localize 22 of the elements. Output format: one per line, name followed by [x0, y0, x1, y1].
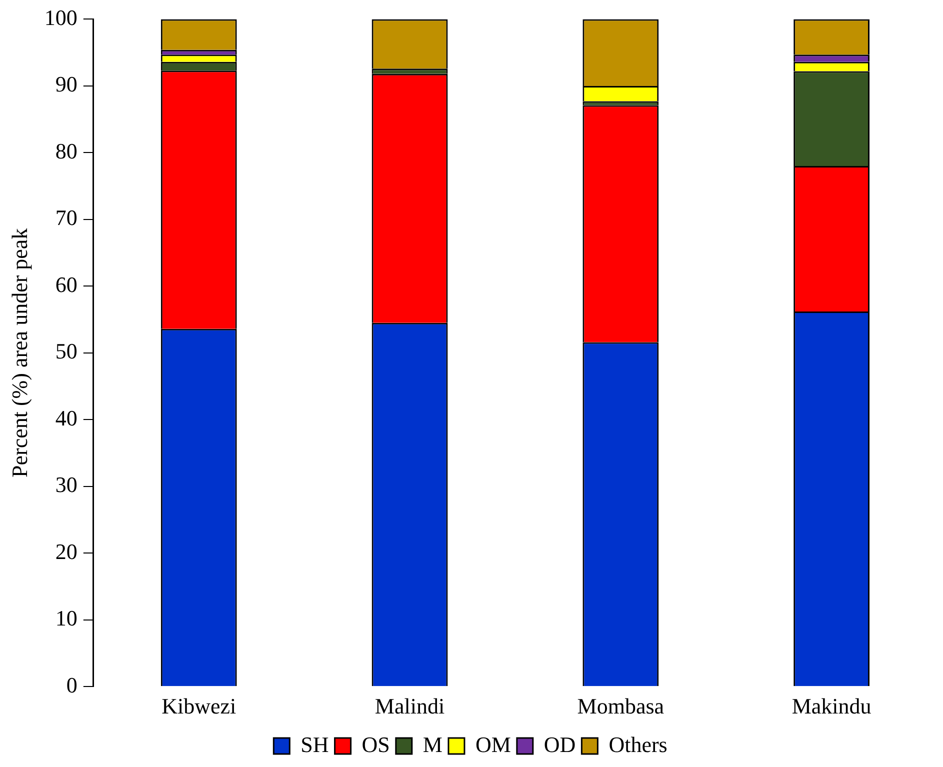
y-tick-label: 60 [55, 272, 78, 297]
y-tick-label: 100 [44, 4, 78, 30]
legend-label: OM [475, 732, 511, 757]
y-tick-label: 80 [55, 138, 78, 164]
y-tick-label: 20 [55, 538, 78, 564]
x-tick-label: Makindu [792, 694, 872, 719]
y-tick-label: 70 [55, 205, 78, 230]
y-tick-label: 50 [55, 338, 78, 364]
legend-label: M [422, 732, 442, 757]
x-tick-label: Mombasa [577, 694, 664, 719]
y-tick-label: 90 [55, 72, 78, 97]
y-tick-label: 30 [55, 472, 78, 498]
legend-label: SH [300, 732, 329, 757]
legend-label: OS [362, 732, 390, 757]
legend-label: Others [608, 732, 668, 757]
y-tick-label: 40 [55, 405, 78, 430]
y-tick-label: 0 [66, 672, 78, 698]
y-tick-label: 10 [55, 606, 78, 631]
x-tick-label: Kibwezi [162, 694, 236, 719]
y-axis-title: Percent (%) area under peak [6, 228, 32, 478]
x-tick-label: Malindi [374, 694, 445, 719]
legend-label: OD [544, 732, 576, 757]
